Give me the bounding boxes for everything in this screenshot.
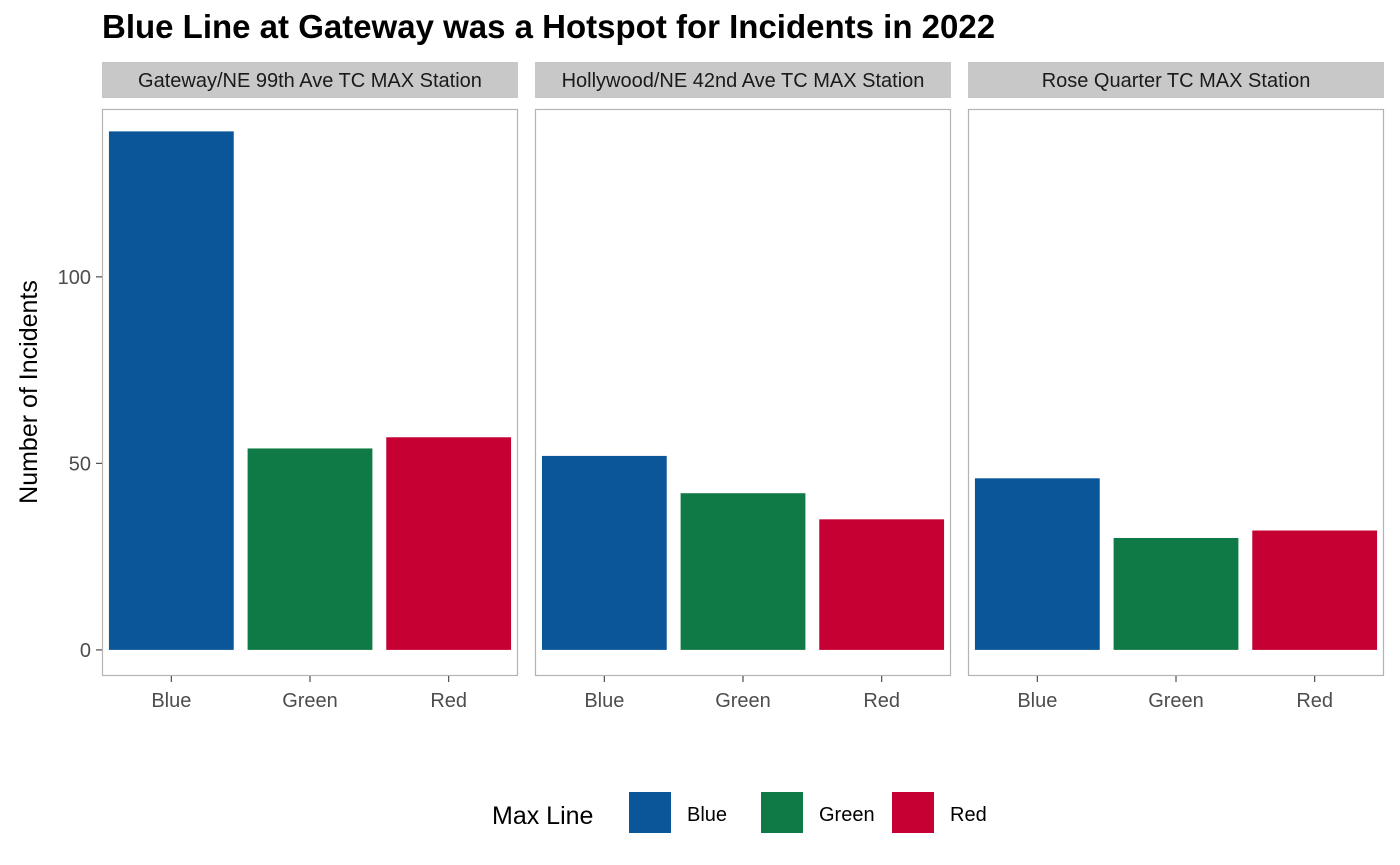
panel-frame [534,108,952,677]
x-tick-label: Green [715,690,771,712]
x-tick-label: Red [863,690,900,712]
facet-strip [968,62,1384,98]
legend-key-red [892,792,934,833]
x-tick-label: Blue [584,690,624,712]
y-axis-label: Number of Incidents [15,280,43,504]
facet-strip [535,62,951,98]
y-tick-label: 100 [58,267,91,289]
x-tick-label: Red [1296,690,1333,712]
facet-panel: Hollywood/NE 42nd Ave TC MAX Station Blue… [534,62,952,712]
bar-green [1113,537,1239,650]
facet-label: Gateway/NE 99th Ave TC MAX Station [138,70,482,92]
x-tick-label: Red [430,690,467,712]
x-tick-label: Green [1148,690,1204,712]
chart-title: Blue Line at Gateway was a Hotspot for I… [102,8,996,45]
legend-key-blue [629,792,671,833]
legend-label: Red [950,804,987,826]
legend-key-green [761,792,803,833]
bar-blue [541,455,667,650]
bar-green [247,448,373,650]
panel-frame [101,108,519,677]
facet-strip [102,62,518,98]
facet-panel: Gateway/NE 99th Ave TC MAX Station Blue Gr… [101,62,519,712]
facet-label: Hollywood/NE 42nd Ave TC MAX Station [562,70,925,92]
panel-frame [967,108,1385,677]
bar-green [680,493,806,650]
bar-red [386,437,512,650]
bar-red [1252,530,1378,650]
x-tick-label: Blue [1017,690,1057,712]
facet-panel: Rose Quarter TC MAX Station Blue Green Red [967,62,1385,712]
legend-label: Blue [687,804,727,826]
legend-title: Max Line [492,802,593,830]
facet-label: Rose Quarter TC MAX Station [1042,70,1311,92]
legend: Max Line Blue Green Red [492,792,987,833]
y-tick-label: 50 [69,453,91,475]
bar-blue [108,131,234,650]
legend-label: Green [819,804,875,826]
bar-red [819,519,945,650]
x-tick-label: Green [282,690,338,712]
y-tick-label: 0 [80,640,91,662]
x-tick-label: Blue [151,690,191,712]
bar-blue [974,478,1100,650]
